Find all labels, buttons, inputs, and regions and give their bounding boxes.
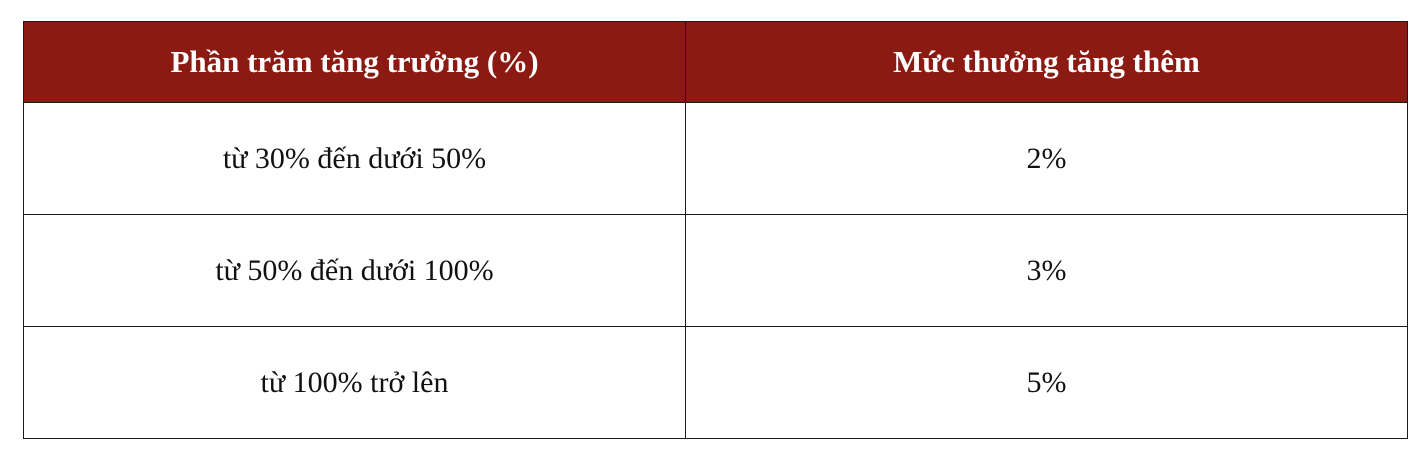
growth-range-cell: từ 30% đến dưới 50% [23,102,686,215]
growth-range-cell: từ 100% trở lên [23,326,686,439]
table-header: Phần trăm tăng trưởng (%) Mức thưởng tăn… [23,21,1408,103]
table-row: từ 100% trở lên 5% [23,326,1408,439]
table-row: từ 30% đến dưới 50% 2% [23,102,1408,215]
bonus-rate-cell: 3% [685,214,1408,327]
table-row: từ 50% đến dưới 100% 3% [23,214,1408,327]
growth-range-cell: từ 50% đến dưới 100% [23,214,686,327]
bonus-rate-cell: 2% [685,102,1408,215]
header-row: Phần trăm tăng trưởng (%) Mức thưởng tăn… [23,21,1408,103]
table-body: từ 30% đến dưới 50% 2% từ 50% đến dưới 1… [23,102,1408,439]
bonus-rate-cell: 5% [685,326,1408,439]
header-additional-bonus: Mức thưởng tăng thêm [685,21,1408,103]
header-growth-percent: Phần trăm tăng trưởng (%) [23,21,686,103]
bonus-table: Phần trăm tăng trưởng (%) Mức thưởng tăn… [23,21,1408,439]
